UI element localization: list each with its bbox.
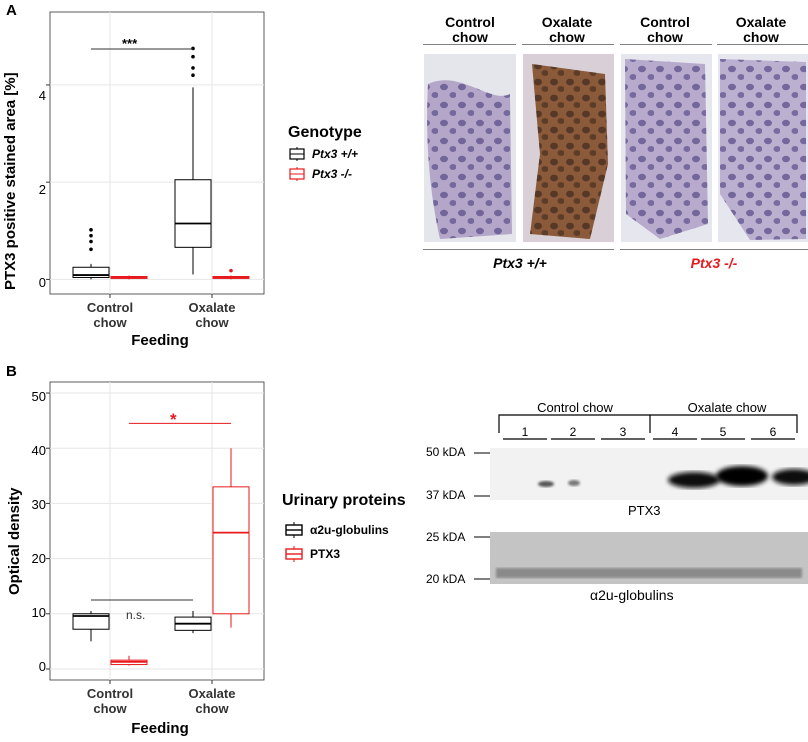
panel-b-x-axis-label: Feeding <box>131 720 189 737</box>
legend-item-globulins: α2u-globulins <box>284 522 389 538</box>
blot-group-control: Control chow <box>537 400 613 415</box>
panel-b-ytick-10: 10 <box>31 605 46 620</box>
outlier-point <box>191 73 195 78</box>
outlier-point <box>89 239 93 244</box>
blot-lane-4: 4 <box>671 425 679 439</box>
panel-b-ytick-30: 30 <box>31 497 46 512</box>
micrograph-3 <box>621 54 712 242</box>
micro-header-2: Oxalate chow <box>541 14 593 45</box>
glob-marker-25: 25 kDA <box>426 530 466 544</box>
box <box>174 179 212 248</box>
panel-b-ytick-50: 50 <box>31 389 46 404</box>
panel-a-ytick-0: 0 <box>38 275 46 290</box>
box <box>72 613 110 630</box>
legend-key-red-box-icon <box>285 546 303 562</box>
panel-b-ytick-20: 20 <box>31 551 46 566</box>
ptx3-marker-50: 50 kDA <box>426 445 466 459</box>
panel-a-label: A <box>6 2 17 19</box>
micro-header-1: Control chow <box>445 14 495 45</box>
panel-a-boxplot <box>46 11 265 298</box>
box <box>212 486 250 615</box>
globulin-blot-caption: α2u-globulins <box>590 587 674 603</box>
outlier-point <box>191 54 195 59</box>
panel-a-xtick-control: Control chow <box>86 300 134 330</box>
micro-genotype-ko: Ptx3 -/- <box>690 255 738 271</box>
outlier-point <box>191 66 195 70</box>
panel-b-ytick-40: 40 <box>31 443 46 458</box>
micro-genotype-wt: Ptx3 +/+ <box>493 255 547 271</box>
panel-a-xtick-oxalate: Oxalate chow <box>188 300 236 330</box>
plot-frame <box>49 11 265 295</box>
blot-lane-1: 1 <box>521 425 529 439</box>
micro-header-3: Control chow <box>640 14 690 45</box>
blot-lane-5: 5 <box>719 425 727 439</box>
panel-b-label: B <box>6 363 17 380</box>
panel-a-ytick-2: 2 <box>38 182 46 197</box>
blot-group-brackets <box>498 414 798 440</box>
blot-lane-3: 3 <box>619 425 627 439</box>
ptx3-blot-image <box>474 448 808 500</box>
micrograph-4 <box>718 54 808 242</box>
legend-item-ptx3: PTX3 <box>284 546 340 562</box>
panel-a-ytick-4: 4 <box>38 88 46 103</box>
panel-a-legend-title: Genotype <box>288 124 362 141</box>
panel-a-significance: *** <box>122 36 138 51</box>
outlier-point <box>89 247 93 252</box>
micrograph-1 <box>424 54 516 242</box>
legend-key-red-box-icon <box>289 167 305 181</box>
legend-item-ptx3-ko: Ptx3 -/- <box>288 167 352 181</box>
panel-b-xtick-oxalate: Oxalate chow <box>188 686 236 716</box>
micrograph-2 <box>523 54 614 242</box>
box <box>72 266 110 278</box>
panel-a-x-axis-label: Feeding <box>131 332 189 349</box>
legend-key-black-box-icon <box>289 147 305 161</box>
panel-b-legend-title: Urinary proteins <box>282 492 406 509</box>
legend-key-black-box-icon <box>285 522 303 538</box>
panel-b-ytick-0: 0 <box>38 659 46 674</box>
panel-b-sig-left: n.s. <box>126 608 146 622</box>
panel-b-sig-right: * <box>170 410 177 429</box>
ptx3-blot-caption: PTX3 <box>628 503 661 518</box>
legend-item-ptx3-wt: Ptx3 +/+ <box>288 147 358 161</box>
glob-marker-20: 20 kDA <box>426 572 466 586</box>
outlier-point <box>89 228 93 232</box>
ptx3-marker-37: 37 kDA <box>426 488 466 502</box>
globulin-blot-image <box>474 532 808 584</box>
blot-lane-6: 6 <box>769 425 777 439</box>
panel-b-xtick-control: Control chow <box>86 686 134 716</box>
blot-group-oxalate: Oxalate chow <box>687 400 767 415</box>
blot-lane-2: 2 <box>569 425 577 439</box>
outlier-point <box>89 233 93 238</box>
outlier-point <box>229 268 233 273</box>
micro-header-4: Oxalate chow <box>735 14 787 45</box>
panel-b-boxplot <box>46 381 265 684</box>
micrograph-strip <box>423 44 808 250</box>
